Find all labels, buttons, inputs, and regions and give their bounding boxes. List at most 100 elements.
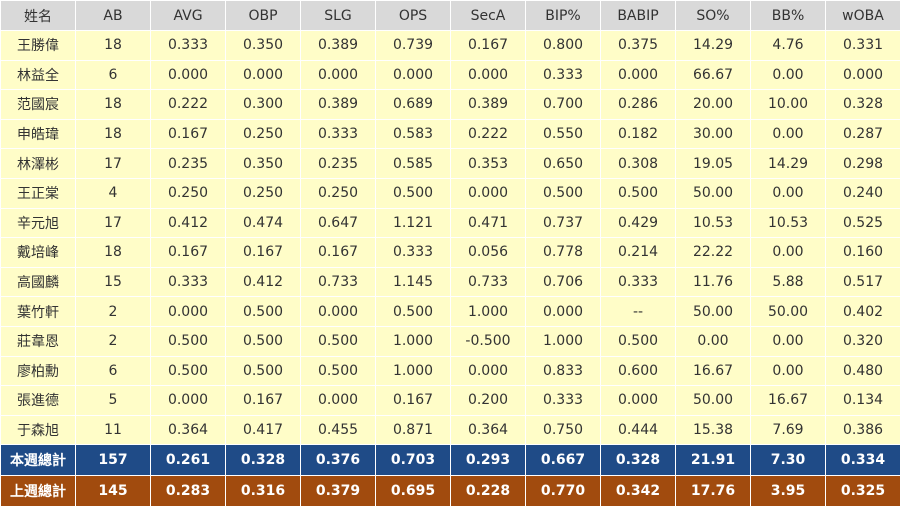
stat-cell: 16.67 [675, 355, 751, 387]
this-week-total-row: 本週總計 157 0.261 0.328 0.376 0.703 0.293 0… [0, 444, 900, 477]
stat-cell: 0.167 [375, 385, 451, 416]
total-cell: 0.667 [525, 444, 601, 477]
stat-cell: 0.412 [225, 266, 301, 298]
stat-cell: 0.353 [450, 148, 526, 179]
stat-cell: 0.333 [375, 237, 451, 268]
stat-cell: 0.000 [450, 59, 526, 91]
stat-cell: 0.480 [825, 355, 900, 387]
player-name-cell: 范國宸 [0, 89, 76, 120]
stat-cell: 0.167 [450, 30, 526, 61]
stat-cell: 0.333 [150, 30, 226, 61]
stat-cell: 0.167 [150, 237, 226, 268]
total-cell: 0.695 [375, 475, 451, 508]
stat-cell: 50.00 [750, 296, 826, 327]
stat-cell: 1.000 [375, 325, 451, 357]
stat-cell: 0.500 [375, 177, 451, 209]
total-label: 本週總計 [0, 444, 76, 477]
stat-cell: 15.38 [675, 414, 751, 446]
stat-cell: 0.134 [825, 385, 900, 416]
stat-cell: 6 [75, 59, 151, 91]
stat-cell: 4.76 [750, 30, 826, 61]
stat-cell: 0.412 [150, 207, 226, 239]
stat-cell: 0.737 [525, 207, 601, 239]
stat-cell: 0.298 [825, 148, 900, 179]
stat-cell: 11.76 [675, 266, 751, 298]
stat-cell: 0.333 [150, 266, 226, 298]
stat-cell: 0.389 [450, 89, 526, 120]
total-label: 上週總計 [0, 475, 76, 508]
col-header-seca: SecA [450, 0, 526, 31]
stat-cell: 0.000 [150, 296, 226, 327]
stat-cell: 50.00 [675, 385, 751, 416]
stat-cell: 5.88 [750, 266, 826, 298]
total-cell: 21.91 [675, 444, 751, 477]
table-row: 戴培峰 18 0.167 0.167 0.167 0.333 0.056 0.778 0.214… [0, 237, 900, 268]
stat-cell: 0.750 [525, 414, 601, 446]
stat-cell: 1.000 [375, 355, 451, 387]
stat-cell: 18 [75, 30, 151, 61]
stat-cell: 0.733 [300, 266, 376, 298]
stat-cell: 4 [75, 177, 151, 209]
stat-cell: 0.214 [600, 237, 676, 268]
stat-cell: 0.871 [375, 414, 451, 446]
col-header-so-pct: SO% [675, 0, 751, 31]
stat-cell: 0.235 [150, 148, 226, 179]
stat-cell: 0.500 [525, 177, 601, 209]
stat-cell: 17 [75, 207, 151, 239]
total-cell: 0.325 [825, 475, 900, 508]
stat-cell: 0.375 [600, 30, 676, 61]
stat-cell: 0.525 [825, 207, 900, 239]
player-rows: 王勝偉 18 0.333 0.350 0.389 0.739 0.167 0.800 0.375… [0, 30, 900, 446]
table-row: 莊韋恩 2 0.500 0.500 0.500 1.000 -0.500 1.000 0.500… [0, 325, 900, 357]
total-cell: 0.328 [225, 444, 301, 477]
stat-cell: 0.000 [450, 355, 526, 387]
table-row: 林澤彬 17 0.235 0.350 0.235 0.585 0.353 0.650 0.308… [0, 148, 900, 179]
stat-cell: 0.000 [450, 177, 526, 209]
stat-cell: 18 [75, 118, 151, 150]
col-header-obp: OBP [225, 0, 301, 31]
total-cell: 0.379 [300, 475, 376, 508]
stat-cell: 10.00 [750, 89, 826, 120]
stat-cell: 0.000 [300, 385, 376, 416]
stat-cell: 0.00 [750, 59, 826, 91]
stat-cell: 0.500 [225, 325, 301, 357]
stat-cell: 0.000 [150, 385, 226, 416]
stat-cell: 0.000 [300, 296, 376, 327]
player-name-cell: 林澤彬 [0, 148, 76, 179]
stat-cell: 0.500 [600, 325, 676, 357]
stat-cell: 0.333 [525, 59, 601, 91]
stat-cell: 0.500 [225, 296, 301, 327]
player-name-cell: 高國麟 [0, 266, 76, 298]
stat-cell: 16.67 [750, 385, 826, 416]
stat-cell: 0.364 [450, 414, 526, 446]
total-cell: 0.334 [825, 444, 900, 477]
stat-cell: 0.167 [225, 385, 301, 416]
player-name-cell: 于森旭 [0, 414, 76, 446]
total-cell: 145 [75, 475, 151, 508]
stat-cell: 0.474 [225, 207, 301, 239]
stat-cell: 0.500 [300, 325, 376, 357]
table-row: 王正棠 4 0.250 0.250 0.250 0.500 0.000 0.500 0.500 5… [0, 177, 900, 209]
stat-cell: 0.250 [225, 177, 301, 209]
total-cell: 0.328 [600, 444, 676, 477]
stat-cell: 0.647 [300, 207, 376, 239]
stat-cell: 0.706 [525, 266, 601, 298]
stat-cell: 0.250 [300, 177, 376, 209]
stat-cell: 0.300 [225, 89, 301, 120]
stat-cell: 22.22 [675, 237, 751, 268]
table-row: 于森旭 11 0.364 0.417 0.455 0.871 0.364 0.750 0.444… [0, 414, 900, 446]
col-header-name: 姓名 [0, 0, 76, 31]
stat-cell: 0.500 [300, 355, 376, 387]
stat-cell: 0.160 [825, 237, 900, 268]
stat-cell: 0.287 [825, 118, 900, 150]
col-header-woba: wOBA [825, 0, 900, 31]
stat-cell: 0.600 [600, 355, 676, 387]
table-row: 張進德 5 0.000 0.167 0.000 0.167 0.200 0.333 0.000 5… [0, 385, 900, 416]
stat-cell: 0.800 [525, 30, 601, 61]
stat-cell: 2 [75, 296, 151, 327]
stat-cell: 0.333 [600, 266, 676, 298]
stat-cell: 0.000 [150, 59, 226, 91]
stat-cell: 0.389 [300, 30, 376, 61]
stat-cell: 50.00 [675, 296, 751, 327]
